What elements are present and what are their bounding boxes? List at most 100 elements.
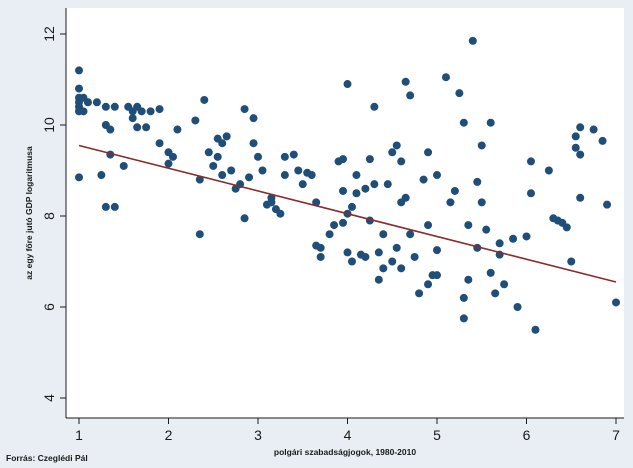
- data-point: [424, 148, 433, 157]
- data-point: [106, 125, 115, 134]
- data-point: [374, 248, 383, 257]
- data-point: [128, 114, 137, 123]
- x-tick-label: 2: [165, 427, 173, 443]
- y-tick-label: 8: [41, 212, 57, 220]
- x-tick-label: 1: [75, 427, 83, 443]
- data-point: [598, 136, 607, 145]
- data-point: [495, 239, 504, 248]
- data-point: [459, 118, 468, 127]
- data-point: [522, 232, 531, 241]
- data-point: [491, 289, 500, 298]
- data-point: [392, 243, 401, 252]
- data-point: [240, 214, 249, 223]
- data-point: [406, 230, 415, 239]
- x-ticks: 1 2 3 4 5 6 7: [75, 418, 620, 443]
- data-point: [245, 173, 254, 182]
- y-tick-label: 4: [41, 394, 57, 402]
- data-point: [137, 107, 146, 116]
- data-point: [316, 243, 325, 252]
- data-point: [209, 161, 218, 170]
- data-point: [459, 293, 468, 302]
- data-point: [110, 202, 119, 211]
- data-point: [406, 91, 415, 100]
- data-point: [339, 155, 348, 164]
- data-point: [410, 252, 419, 261]
- data-point: [576, 123, 585, 132]
- x-tick-label: 6: [523, 427, 531, 443]
- x-tick-label: 4: [344, 427, 352, 443]
- data-point: [227, 166, 236, 175]
- data-point: [298, 180, 307, 189]
- data-point: [361, 252, 370, 261]
- data-point: [509, 234, 518, 243]
- data-point: [330, 221, 339, 230]
- data-point: [379, 230, 388, 239]
- data-point: [352, 171, 361, 180]
- data-point: [316, 252, 325, 261]
- data-point: [280, 171, 289, 180]
- data-point: [213, 152, 222, 161]
- data-point: [433, 246, 441, 255]
- data-point: [75, 84, 83, 93]
- data-point: [526, 189, 535, 198]
- data-point: [477, 198, 486, 207]
- data-point: [339, 186, 348, 195]
- y-axis-title: az egy főre jutó GDP logaritmusa: [24, 146, 34, 280]
- data-point: [419, 175, 428, 184]
- data-point: [352, 189, 361, 198]
- data-point: [603, 200, 612, 209]
- data-point: [289, 150, 298, 159]
- data-point: [133, 123, 142, 132]
- data-point: [424, 280, 433, 289]
- data-point: [433, 171, 441, 180]
- data-point: [200, 95, 209, 104]
- data-point: [155, 139, 164, 148]
- data-point: [195, 175, 204, 184]
- data-point: [486, 268, 495, 277]
- data-point: [101, 202, 110, 211]
- x-tick-label: 3: [254, 427, 262, 443]
- data-point: [325, 230, 334, 239]
- data-point: [343, 80, 352, 89]
- data-points: [75, 36, 620, 334]
- data-point: [276, 209, 285, 218]
- x-tick-label: 5: [433, 427, 441, 443]
- data-point: [473, 177, 482, 186]
- data-point: [455, 89, 464, 98]
- data-point: [258, 166, 267, 175]
- data-point: [401, 193, 410, 202]
- data-point: [191, 116, 200, 125]
- data-point: [562, 223, 571, 232]
- data-point: [249, 114, 258, 123]
- data-point: [450, 186, 459, 195]
- data-point: [612, 298, 620, 307]
- data-point: [401, 77, 410, 86]
- data-point: [388, 148, 397, 157]
- y-ticks: 4 6 8 10 12: [41, 26, 66, 402]
- data-point: [459, 314, 468, 323]
- data-point: [204, 148, 213, 157]
- data-point: [500, 280, 509, 289]
- data-point: [83, 98, 92, 107]
- data-point: [254, 152, 262, 161]
- fit-line: [78, 144, 617, 283]
- data-point: [240, 105, 249, 114]
- data-point: [173, 125, 182, 134]
- data-point: [75, 66, 83, 75]
- data-point: [370, 180, 379, 189]
- data-point: [168, 152, 177, 161]
- data-point: [576, 193, 585, 202]
- data-point: [110, 102, 119, 111]
- x-tick-label: 7: [612, 427, 620, 443]
- data-point: [383, 180, 392, 189]
- data-point: [424, 221, 433, 230]
- data-point: [294, 166, 303, 175]
- y-tick-label: 12: [41, 26, 57, 42]
- data-point: [195, 230, 204, 239]
- data-point: [571, 132, 580, 141]
- data-point: [526, 157, 535, 166]
- data-point: [544, 166, 553, 175]
- data-point: [142, 123, 151, 132]
- data-point: [164, 159, 173, 168]
